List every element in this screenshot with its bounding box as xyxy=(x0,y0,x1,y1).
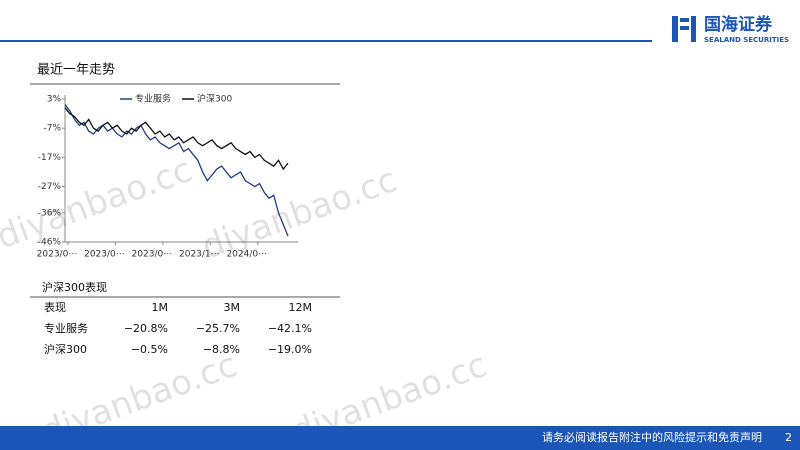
watermark: diyanbao.cc xyxy=(0,150,197,257)
table-cell: −25.7% xyxy=(196,322,240,335)
table-cell: 沪深300 xyxy=(44,342,87,356)
y-tick-label: -27% xyxy=(38,182,62,192)
table-cell: 专业服务 xyxy=(44,321,88,335)
table-header-cell: 表现 xyxy=(44,300,66,314)
watermark: diyanbao.cc xyxy=(197,160,403,267)
logo xyxy=(672,16,696,42)
x-tick-label: 2023/1⋯ xyxy=(179,250,220,260)
y-tick-label: -17% xyxy=(38,153,62,163)
series-line xyxy=(64,107,289,171)
x-tick-label: 2023/0⋯ xyxy=(84,250,125,260)
legend-label: 沪深300 xyxy=(197,93,232,105)
y-tick-label: -36% xyxy=(38,208,62,218)
x-tick-label: 2023/0⋯ xyxy=(132,250,173,260)
page-number: 2 xyxy=(785,431,792,444)
footer-bar xyxy=(0,426,800,450)
y-tick-label: 3% xyxy=(47,95,62,105)
table-title: 沪深300表现 xyxy=(42,280,107,294)
footer-disclaimer: 请务必阅读报告附注中的风险提示和免责声明 xyxy=(542,430,762,444)
x-tick-label: 2024/0⋯ xyxy=(226,250,267,260)
x-tick-label: 2023/0⋯ xyxy=(37,250,78,260)
table-cell: −20.8% xyxy=(124,322,168,335)
table: 表现 1M 3M 12M 专业服务 −20.8% −25.7% −42.1% 沪深300 −0.5… xyxy=(44,300,312,356)
table-header-cell: 3M xyxy=(224,301,241,314)
y-tick-label: -7% xyxy=(43,124,61,134)
table-cell: −42.1% xyxy=(268,322,312,335)
table-header-cell: 12M xyxy=(289,301,313,314)
table-cell: −0.5% xyxy=(131,343,168,356)
table-cell: −19.0% xyxy=(268,343,312,356)
table-cell: −8.8% xyxy=(203,343,240,356)
section-title: 最近一年走势 xyxy=(37,62,115,78)
y-tick-label: -46% xyxy=(38,238,62,248)
chart: 3% -7% -17% -27% -36% -46% 2023/0⋯ 2023/0⋯ 2023/… xyxy=(37,93,298,260)
table-header-cell: 1M xyxy=(152,301,169,314)
logo-cn: 国海证券 xyxy=(704,14,773,35)
logo-en: SEALAND SECURITIES xyxy=(704,36,789,44)
legend-label: 专业服务 xyxy=(135,93,171,105)
